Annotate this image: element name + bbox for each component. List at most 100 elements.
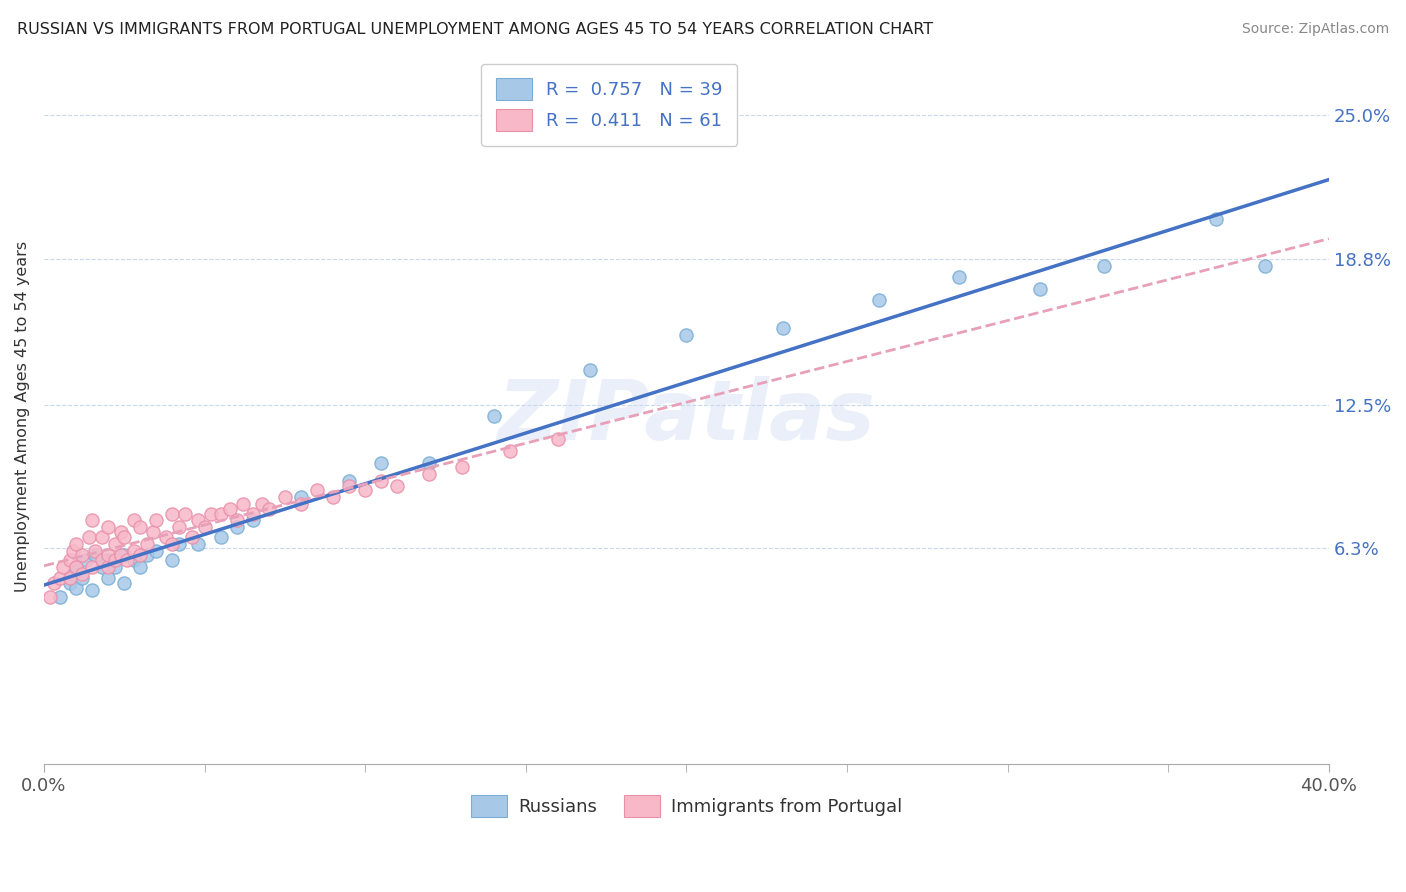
- Point: [65, 559, 87, 574]
- Point: [167, 520, 190, 534]
- Point: [305, 483, 328, 498]
- Point: [80, 513, 103, 527]
- Point: [232, 497, 254, 511]
- Point: [110, 524, 132, 539]
- Point: [187, 513, 209, 527]
- Point: [225, 520, 247, 534]
- Point: [122, 543, 145, 558]
- Point: [418, 467, 440, 482]
- Point: [103, 536, 125, 550]
- Point: [72, 571, 94, 585]
- Point: [322, 491, 344, 505]
- Point: [370, 474, 392, 488]
- Point: [547, 433, 569, 447]
- Point: [90, 553, 112, 567]
- Point: [129, 548, 152, 562]
- Point: [112, 576, 135, 591]
- Point: [167, 536, 190, 550]
- Legend: Russians, Immigrants from Portugal: Russians, Immigrants from Portugal: [464, 788, 910, 824]
- Text: RUSSIAN VS IMMIGRANTS FROM PORTUGAL UNEMPLOYMENT AMONG AGES 45 TO 54 YEARS CORRE: RUSSIAN VS IMMIGRANTS FROM PORTUGAL UNEM…: [17, 22, 934, 37]
- Point: [97, 548, 120, 562]
- Point: [39, 590, 62, 604]
- Point: [135, 536, 157, 550]
- Point: [80, 582, 103, 597]
- Point: [129, 520, 152, 534]
- Point: [122, 513, 145, 527]
- Point: [1253, 259, 1275, 273]
- Point: [242, 507, 264, 521]
- Point: [97, 571, 120, 585]
- Point: [274, 491, 297, 505]
- Text: ZIPatlas: ZIPatlas: [498, 376, 876, 457]
- Point: [62, 543, 84, 558]
- Point: [675, 328, 697, 343]
- Point: [482, 409, 505, 424]
- Point: [117, 553, 139, 567]
- Point: [42, 576, 65, 591]
- Point: [257, 501, 280, 516]
- Point: [242, 513, 264, 527]
- Point: [1205, 212, 1227, 227]
- Point: [200, 507, 222, 521]
- Point: [370, 456, 392, 470]
- Point: [135, 548, 157, 562]
- Point: [387, 479, 409, 493]
- Point: [187, 536, 209, 550]
- Point: [450, 460, 472, 475]
- Point: [209, 530, 232, 544]
- Point: [418, 456, 440, 470]
- Point: [84, 548, 107, 562]
- Point: [103, 559, 125, 574]
- Point: [209, 507, 232, 521]
- Point: [868, 293, 890, 308]
- Point: [162, 507, 184, 521]
- Point: [193, 520, 215, 534]
- Point: [77, 530, 100, 544]
- Point: [58, 553, 80, 567]
- Point: [52, 559, 75, 574]
- Point: [579, 363, 602, 377]
- Point: [90, 530, 112, 544]
- Point: [252, 497, 274, 511]
- Point: [155, 530, 177, 544]
- Point: [219, 501, 242, 516]
- Point: [49, 571, 72, 585]
- Point: [122, 553, 145, 567]
- Point: [97, 553, 120, 567]
- Point: [75, 553, 97, 567]
- Point: [90, 559, 112, 574]
- Point: [72, 548, 94, 562]
- Point: [110, 548, 132, 562]
- Text: Source: ZipAtlas.com: Source: ZipAtlas.com: [1241, 22, 1389, 37]
- Point: [58, 576, 80, 591]
- Point: [145, 543, 167, 558]
- Point: [1092, 259, 1115, 273]
- Point: [112, 530, 135, 544]
- Point: [58, 571, 80, 585]
- Point: [337, 479, 360, 493]
- Point: [65, 536, 87, 550]
- Point: [142, 524, 165, 539]
- Point: [180, 530, 202, 544]
- Point: [174, 507, 197, 521]
- Point: [97, 559, 120, 574]
- Point: [65, 559, 87, 574]
- Point: [772, 321, 794, 335]
- Point: [62, 566, 84, 581]
- Point: [84, 543, 107, 558]
- Point: [337, 474, 360, 488]
- Point: [145, 513, 167, 527]
- Point: [80, 559, 103, 574]
- Point: [49, 590, 72, 604]
- Point: [162, 536, 184, 550]
- Point: [112, 548, 135, 562]
- Point: [65, 581, 87, 595]
- Y-axis label: Unemployment Among Ages 45 to 54 years: Unemployment Among Ages 45 to 54 years: [15, 241, 30, 591]
- Point: [129, 559, 152, 574]
- Point: [499, 444, 522, 458]
- Point: [290, 497, 312, 511]
- Point: [948, 270, 970, 285]
- Point: [162, 553, 184, 567]
- Point: [1029, 282, 1052, 296]
- Point: [103, 553, 125, 567]
